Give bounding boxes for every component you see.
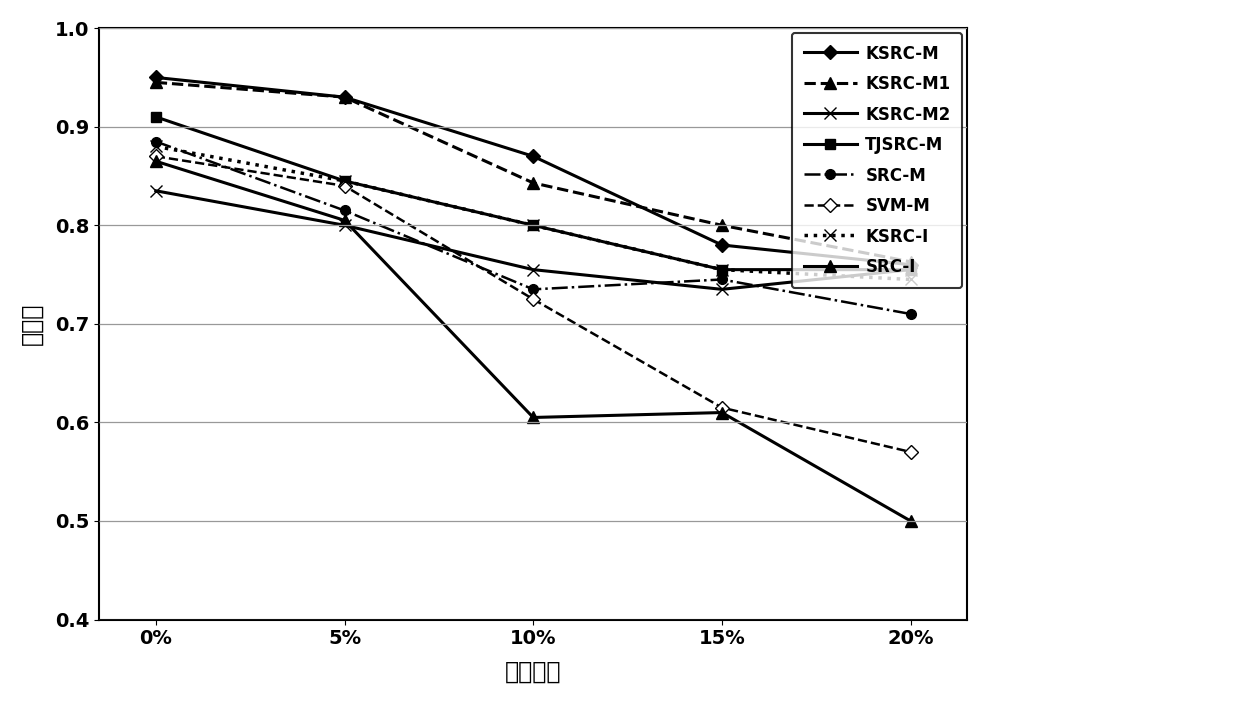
SRC-I bbox=[337, 216, 352, 225]
SVM-M bbox=[149, 152, 164, 161]
KSRC-M bbox=[149, 73, 164, 82]
Y-axis label: 识别率: 识别率 bbox=[20, 303, 43, 345]
SRC-M bbox=[903, 310, 918, 318]
KSRC-M bbox=[903, 260, 918, 269]
TJSRC-M bbox=[526, 221, 541, 230]
SRC-I bbox=[149, 157, 164, 165]
KSRC-M1 bbox=[149, 78, 164, 87]
KSRC-I bbox=[149, 142, 164, 151]
KSRC-M1 bbox=[714, 221, 729, 230]
KSRC-M2 bbox=[337, 221, 352, 230]
SVM-M bbox=[526, 295, 541, 303]
X-axis label: 噪声强度: 噪声强度 bbox=[505, 660, 562, 684]
KSRC-I bbox=[714, 265, 729, 274]
KSRC-M2 bbox=[149, 187, 164, 195]
Line: KSRC-M: KSRC-M bbox=[151, 73, 915, 270]
Line: KSRC-M1: KSRC-M1 bbox=[150, 77, 916, 268]
KSRC-M1 bbox=[526, 179, 541, 187]
KSRC-I bbox=[337, 177, 352, 185]
Line: KSRC-I: KSRC-I bbox=[150, 140, 916, 286]
SRC-I bbox=[714, 408, 729, 417]
KSRC-I bbox=[903, 275, 918, 284]
Line: SVM-M: SVM-M bbox=[151, 151, 915, 457]
KSRC-M1 bbox=[337, 93, 352, 101]
TJSRC-M bbox=[149, 113, 164, 121]
SRC-M bbox=[337, 206, 352, 215]
KSRC-I bbox=[526, 221, 541, 230]
Line: TJSRC-M: TJSRC-M bbox=[151, 112, 915, 275]
TJSRC-M bbox=[714, 265, 729, 274]
SRC-I bbox=[526, 413, 541, 422]
KSRC-M bbox=[714, 241, 729, 249]
KSRC-M2 bbox=[714, 285, 729, 294]
TJSRC-M bbox=[337, 177, 352, 185]
SVM-M bbox=[714, 403, 729, 412]
SRC-M bbox=[714, 275, 729, 284]
KSRC-M2 bbox=[526, 265, 541, 274]
SVM-M bbox=[903, 448, 918, 456]
KSRC-M bbox=[526, 152, 541, 161]
Line: KSRC-M2: KSRC-M2 bbox=[150, 184, 916, 296]
Line: SRC-M: SRC-M bbox=[151, 137, 915, 319]
KSRC-M bbox=[337, 93, 352, 101]
SRC-M bbox=[526, 285, 541, 294]
Legend: KSRC-M, KSRC-M1, KSRC-M2, TJSRC-M, SRC-M, SVM-M, KSRC-I, SRC-I: KSRC-M, KSRC-M1, KSRC-M2, TJSRC-M, SRC-M… bbox=[792, 33, 962, 288]
SVM-M bbox=[337, 182, 352, 190]
KSRC-M2 bbox=[903, 265, 918, 274]
KSRC-M1 bbox=[903, 258, 918, 266]
SRC-M bbox=[149, 137, 164, 146]
Line: SRC-I: SRC-I bbox=[150, 156, 916, 527]
SRC-I bbox=[903, 517, 918, 525]
TJSRC-M bbox=[903, 265, 918, 274]
